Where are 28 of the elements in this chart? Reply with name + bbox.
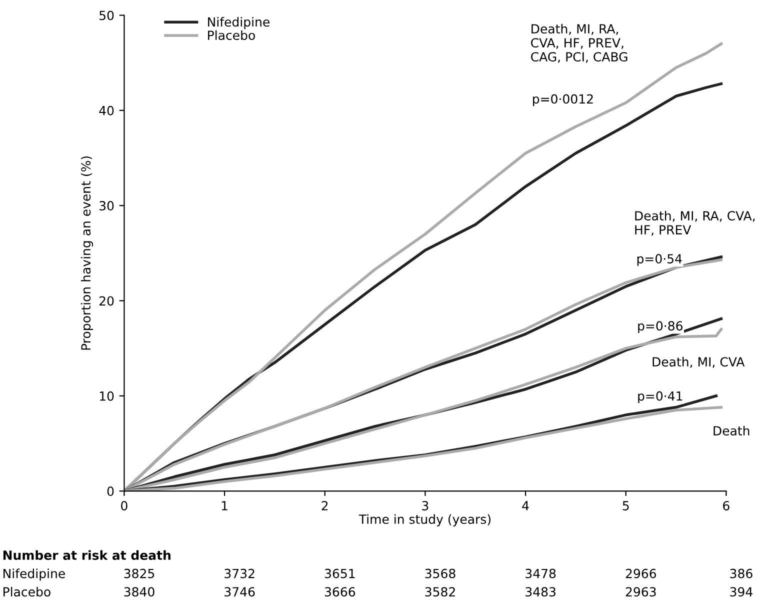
annotation: Death, MI, RA, CVA, HF, PREV, CAG, PCI, CABG: [531, 24, 628, 63]
annotation: Death, MI, CVA: [652, 356, 745, 368]
x-tick-label: 3: [422, 500, 428, 510]
x-tick-label: 6: [723, 500, 730, 510]
annotation: p=0·0012: [533, 94, 593, 106]
x-tick-label: 1: [222, 501, 228, 510]
text: Number at risk at death: [3, 550, 170, 560]
legend-label: Nifedipine: [208, 16, 270, 30]
annotation: Death, MI, RA, CVA, HF, PREV: [635, 210, 755, 236]
y-tick-label: 20: [99, 296, 114, 306]
y-tick-label: 30: [100, 201, 114, 210]
y-tick-label: 10: [100, 391, 114, 401]
x-axis-title: Time in study (years): [358, 514, 490, 526]
text: Nifedipine 3825 3732 3651 3568 3478 2966 386: [4, 568, 752, 581]
annotation: p=0·41: [638, 391, 682, 404]
annotation: p=0·86: [638, 321, 682, 334]
x-tick-label: 2: [322, 500, 328, 510]
legend-label: Placebo: [208, 30, 255, 40]
y-tick-label: 40: [99, 106, 114, 116]
annotation: p=0·54: [637, 254, 682, 266]
text: Placebo 3840 3746 3666 3582 3483 2963 394: [4, 586, 752, 597]
y-axis-title: Proportion having an event (%): [80, 156, 94, 350]
y-tick-label: 0: [107, 486, 114, 496]
x-tick-label: 4: [522, 501, 529, 510]
y-tick-label: 50: [100, 10, 114, 20]
x-tick-label: 5: [622, 501, 629, 510]
annotation: Death: [714, 426, 750, 436]
x-tick-label: 0: [121, 500, 128, 510]
